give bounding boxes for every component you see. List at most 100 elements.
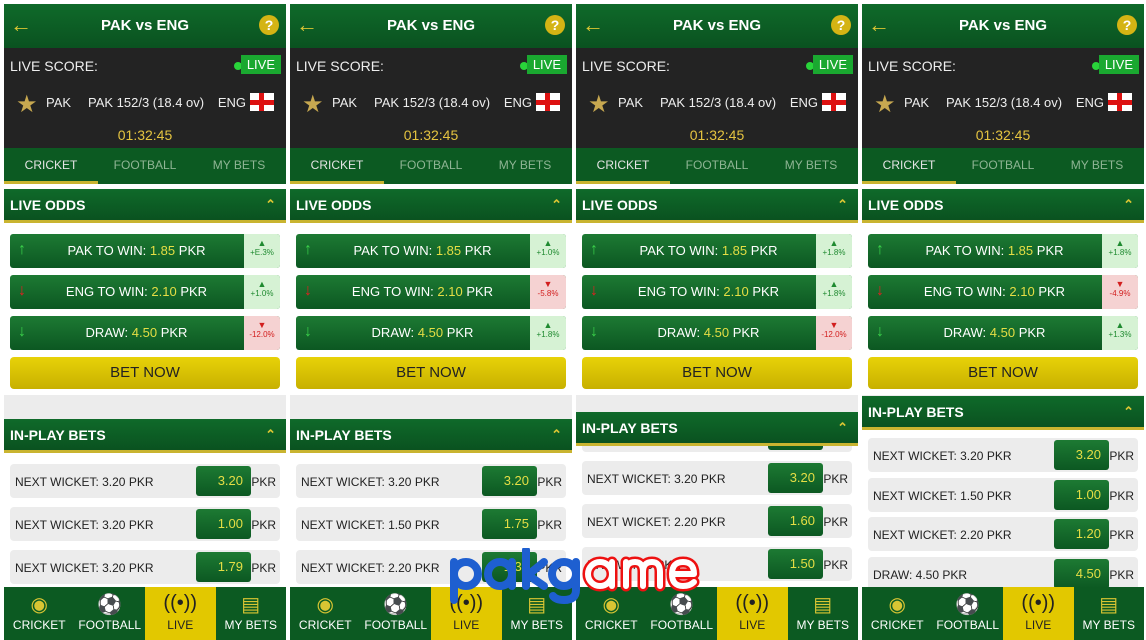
bet-now-button[interactable]: BET NOW — [296, 357, 566, 389]
nav-live[interactable]: ((•)) LIVE — [1003, 587, 1074, 640]
tab-my-bets[interactable]: MY BETS — [212, 158, 266, 172]
odds-value-button[interactable]: 3.20 — [482, 466, 537, 496]
live-odds-header[interactable]: LIVE ODDS ⌃ — [576, 189, 858, 223]
in-play-bet-row[interactable]: NEXT WICKET: 3.20 PKR 3.20 PKR — [296, 464, 566, 498]
arrow-left-icon[interactable]: ← — [296, 12, 318, 37]
nav-cricket[interactable]: ◉ CRICKET — [576, 587, 647, 640]
odds-row[interactable]: ↑ PAK TO WIN: 1.85 PKR ▲ +E.3% — [10, 234, 280, 268]
chevron-up-icon[interactable]: ⌃ — [551, 197, 562, 212]
odds-row[interactable]: ↓ ENG TO WIN: 2.10 PKR ▲ +1.8% — [582, 275, 852, 309]
chevron-up-icon[interactable]: ⌃ — [265, 427, 276, 442]
odds-row[interactable]: ↑ PAK TO WIN: 1.85 PKR ▲ +1.8% — [582, 234, 852, 268]
in-play-bet-row[interactable]: NEXT WICKET: 3.20 PKR 3.20 PKR — [868, 438, 1138, 472]
tab-cricket[interactable]: CRICKET — [576, 148, 670, 184]
nav-my-bets[interactable]: ▤ MY BETS — [1074, 587, 1145, 640]
nav-football[interactable]: ⚽ FOOTBALL — [933, 587, 1004, 640]
nav-my-bets[interactable]: ▤ MY BETS — [502, 587, 573, 640]
odds-row[interactable]: ↑ PAK TO WIN: 1.85 PKR ▲ +1.8% — [868, 234, 1138, 268]
in-play-bet-row[interactable]: NEXT WICKET: 1.50 PKR 1.75 PKR — [296, 507, 566, 541]
tab-cricket[interactable]: CRICKET — [290, 148, 384, 184]
score-text: PAK 152/3 (18.4 ov) — [88, 95, 205, 110]
in-play-bet-row[interactable]: DRAW: 4.50 PKR 4.50 PKR — [868, 556, 1138, 591]
spacer — [576, 395, 858, 412]
help-button[interactable]: ? — [1117, 15, 1137, 35]
tab-football[interactable]: FOOTBALL — [113, 158, 177, 172]
in-play-bet-row[interactable]: NEXT WICKET: 3.20 PKR 1.00 PKR — [10, 507, 280, 541]
nav-football[interactable]: ⚽ FOOTBALL — [361, 587, 432, 640]
chevron-up-icon[interactable]: ⌃ — [1123, 197, 1134, 212]
in-play-bet-row[interactable]: NEXT WICKET: 3.20 PKR 3.20 PKR — [10, 464, 280, 498]
nav-label: LIVE — [739, 618, 766, 632]
in-play-bet-row[interactable]: NEXT WICKET: 3.20 PKR 1.79 PKR — [10, 550, 280, 584]
tab-football[interactable]: FOOTBALL — [971, 158, 1035, 172]
in-play-bets-header[interactable]: IN-PLAY BETS ⌃ — [576, 412, 858, 446]
tab-cricket[interactable]: CRICKET — [862, 148, 956, 184]
nav-football[interactable]: ⚽ FOOTBALL — [75, 587, 146, 640]
nav-cricket[interactable]: ◉ CRICKET — [4, 587, 75, 640]
in-play-bet-row[interactable]: NEXT WICKET: 2.20 PKR 1.20 PKR — [868, 517, 1138, 551]
tab-my-bets[interactable]: MY BETS — [498, 158, 552, 172]
odds-value-button[interactable]: 3.20 — [196, 466, 251, 496]
live-odds-header[interactable]: LIVE ODDS ⌃ — [862, 189, 1144, 223]
help-button[interactable]: ? — [545, 15, 565, 35]
help-button[interactable]: ? — [259, 15, 279, 35]
tab-my-bets[interactable]: MY BETS — [1070, 158, 1124, 172]
chevron-up-icon[interactable]: ⌃ — [551, 427, 562, 442]
odds-value-button[interactable]: 1.00 — [1054, 479, 1109, 510]
in-play-bet-row[interactable]: NEXT WICKET: 2.20 PKR 1.35 PKR — [296, 550, 566, 584]
odds-value-button[interactable]: 3.20 — [768, 463, 823, 493]
odds-row[interactable]: ↓ ENG TO WIN: 2.10 PKR ▼ -5.8% — [296, 275, 566, 309]
bet-now-button[interactable]: BET NOW — [10, 357, 280, 389]
odds-change-badge: ▲ +1.3% — [1102, 316, 1138, 350]
in-play-bet-row[interactable]: NEXT WICKET: 2.20 PKR 1.60 PKR — [582, 504, 852, 538]
arrow-up-icon: ↑ — [304, 241, 312, 258]
in-play-bet-row[interactable]: NEXT WICKET: 3.20 PKR 3.20 PKR — [582, 461, 852, 495]
odds-row[interactable]: ↓ DRAW: 4.50 PKR ▼ -12.0% — [10, 316, 280, 350]
tab-football[interactable]: FOOTBALL — [685, 158, 749, 172]
odds-row[interactable]: ↓ ENG TO WIN: 2.10 PKR ▼ -4.9% — [868, 275, 1138, 309]
chevron-up-icon[interactable]: ⌃ — [1123, 404, 1134, 419]
nav-my-bets[interactable]: ▤ MY BETS — [216, 587, 287, 640]
nav-football[interactable]: ⚽ FOOTBALL — [647, 587, 718, 640]
in-play-bet-row[interactable]: NEXT WICKET: 1.50 PKR 1.00 PKR — [868, 477, 1138, 512]
sport-tabs: CRICKET FOOTBALL MY BETS — [4, 148, 286, 184]
odds-row[interactable]: ↓ DRAW: 4.50 PKR ▲ +1.3% — [868, 316, 1138, 350]
nav-live[interactable]: ((•)) LIVE — [145, 587, 216, 640]
bet-now-button[interactable]: BET NOW — [582, 357, 852, 389]
odds-value-button[interactable]: 1.75 — [482, 509, 537, 539]
team1-name: PAK — [904, 95, 930, 110]
tab-cricket[interactable]: CRICKET — [4, 148, 98, 184]
odds-value-button[interactable]: 3.20 — [1054, 440, 1109, 470]
odds-row[interactable]: ↓ ENG TO WIN: 2.10 PKR ▲ +1.0% — [10, 275, 280, 309]
live-odds-header[interactable]: LIVE ODDS ⌃ — [4, 189, 286, 223]
arrow-left-icon[interactable]: ← — [582, 12, 604, 37]
nav-cricket[interactable]: ◉ CRICKET — [862, 587, 933, 640]
odds-row[interactable]: ↓ DRAW: 4.50 PKR ▼ -12.0% — [582, 316, 852, 350]
nav-live[interactable]: ((•)) LIVE — [431, 587, 502, 640]
odds-value-button[interactable]: 1.60 — [768, 506, 823, 536]
odds-value-button[interactable]: 1.79 — [196, 552, 251, 582]
chevron-up-icon[interactable]: ⌃ — [837, 197, 848, 212]
tab-my-bets[interactable]: MY BETS — [784, 158, 838, 172]
odds-value-button[interactable]: 1.20 — [1054, 519, 1109, 549]
nav-live[interactable]: ((•)) LIVE — [717, 587, 788, 640]
live-odds-header[interactable]: LIVE ODDS ⌃ — [290, 189, 572, 223]
chevron-up-icon[interactable]: ⌃ — [265, 197, 276, 212]
help-button[interactable]: ? — [831, 15, 851, 35]
in-play-bets-header[interactable]: IN-PLAY BETS ⌃ — [862, 396, 1144, 430]
nav-my-bets[interactable]: ▤ MY BETS — [788, 587, 859, 640]
in-play-bets-header[interactable]: IN-PLAY BETS ⌃ — [290, 419, 572, 453]
arrow-left-icon[interactable]: ← — [10, 12, 32, 37]
odds-row[interactable]: ↑ PAK TO WIN: 1.85 PKR ▲ +1.0% — [296, 234, 566, 268]
nav-cricket[interactable]: ◉ CRICKET — [290, 587, 361, 640]
tab-football[interactable]: FOOTBALL — [399, 158, 463, 172]
odds-value-button[interactable]: 4.50 — [1054, 558, 1109, 589]
chevron-up-icon[interactable]: ⌃ — [837, 420, 848, 435]
arrow-left-icon[interactable]: ← — [868, 12, 890, 37]
in-play-bets-header[interactable]: IN-PLAY BETS ⌃ — [4, 419, 286, 453]
bet-now-button[interactable]: BET NOW — [868, 357, 1138, 389]
odds-row[interactable]: ↓ DRAW: 4.50 PKR ▲ +1.8% — [296, 316, 566, 350]
odds-value-button[interactable]: 1.50 — [768, 549, 823, 579]
odds-value-button[interactable]: 1.00 — [196, 509, 251, 539]
arrow-up-icon: ↑ — [876, 241, 884, 258]
